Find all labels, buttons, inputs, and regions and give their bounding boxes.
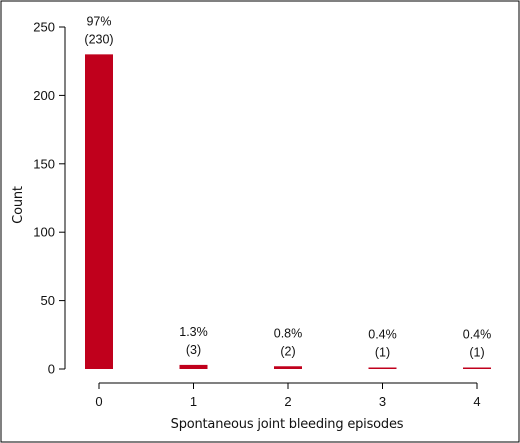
y-tick-label: 0 [48,362,55,377]
plot-area: 0 50 100 150 200 250 0 97% (230) 1 1.3% (3) 2 0.8% (2)… [33,14,491,409]
bar-percent-label: 1.3% [179,325,208,339]
x-tick-label: 1 [190,394,197,409]
bar-percent-label: 0.4% [368,328,397,342]
bar [179,364,208,369]
bar-count-label: (2) [280,344,295,358]
bar [85,54,113,370]
bar-count-label: (230) [84,32,113,46]
x-tick-label: 3 [379,394,386,409]
x-tick-label: 4 [473,394,480,409]
y-tick-label: 250 [33,20,55,35]
bar [274,366,302,369]
bar [368,367,397,369]
bar-percent-label: 0.8% [274,326,303,340]
x-tick-label: 0 [95,394,102,409]
y-tick-label: 100 [33,225,55,240]
x-tick-label: 2 [284,394,291,409]
bar-count-label: (1) [469,346,484,360]
x-axis-label: Spontaneous joint bleeding episodes [171,417,404,432]
bar-percent-label: 0.4% [463,328,492,342]
y-tick-label: 200 [33,88,55,103]
bar [463,367,491,369]
y-tick-label: 50 [41,293,55,308]
bar-count-label: (3) [186,343,201,357]
y-axis-label: Count [11,186,26,224]
bar-count-label: (1) [375,346,390,360]
y-tick-label: 150 [33,156,55,171]
bar-percent-label: 97% [86,14,111,28]
